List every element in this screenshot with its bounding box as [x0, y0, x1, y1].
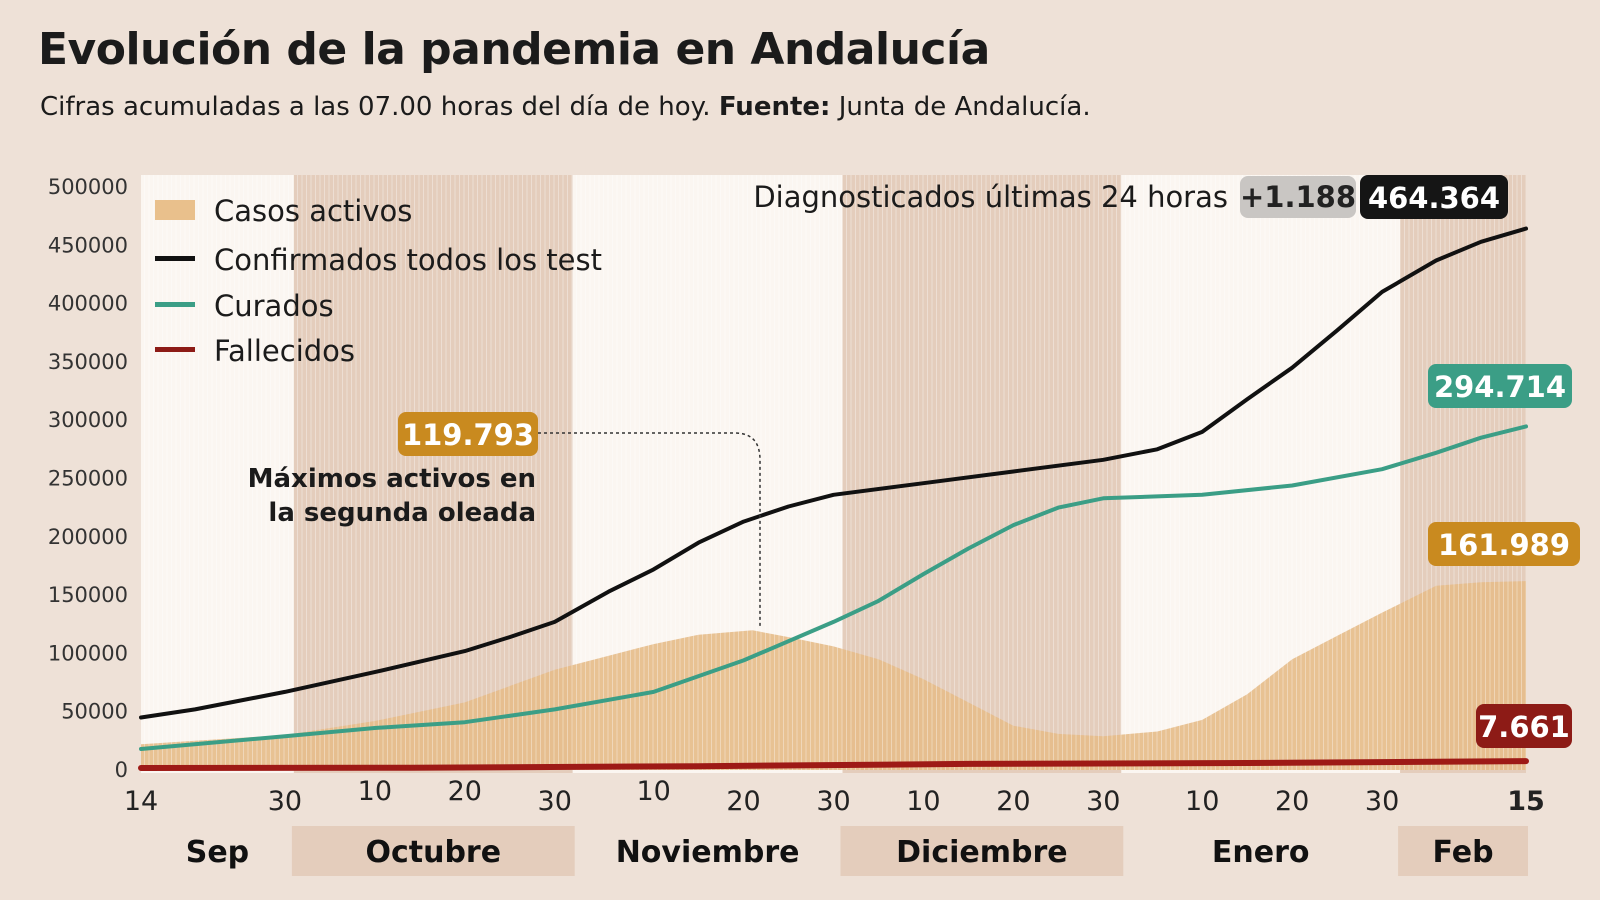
x-tick-label: 30 — [1365, 786, 1399, 817]
y-tick-label: 350000 — [48, 350, 128, 374]
chart-subtitle: Cifras acumuladas a las 07.00 horas del … — [40, 92, 1091, 122]
subtitle-text: Cifras acumuladas a las 07.00 horas del … — [40, 92, 711, 122]
active-total-box — [1428, 522, 1580, 566]
y-tick-label: 150000 — [48, 583, 128, 607]
x-tick-label: 10 — [358, 776, 392, 807]
recovered-line — [139, 424, 1528, 751]
legend-swatch-active — [155, 200, 195, 220]
confirmed-line — [139, 226, 1528, 720]
month-label: Diciembre — [896, 835, 1067, 870]
x-tick-label: 20 — [996, 786, 1030, 817]
y-tick-label: 0 — [115, 758, 128, 782]
month-label: Noviembre — [616, 835, 800, 870]
recovered-total: 294.714 — [1434, 370, 1566, 404]
diagnosed-delta-box — [1240, 176, 1356, 218]
peak-leader-line — [538, 432, 761, 628]
month-label: Enero — [1212, 835, 1310, 870]
series-lines — [138, 226, 1529, 771]
legend-swatch-recovered — [155, 302, 195, 307]
x-tick-label: 15 — [1507, 786, 1545, 817]
source-label: Fuente: — [718, 92, 831, 122]
legend-label-deaths: Fallecidos — [214, 334, 355, 368]
source-text: Junta de Andalucía. — [838, 92, 1091, 122]
active-total: 161.989 — [1438, 528, 1570, 562]
recovered-total-box — [1428, 364, 1572, 408]
peak-text-line-2: la segunda oleada — [268, 498, 536, 528]
x-tick-label: 10 — [1185, 786, 1219, 817]
peak-value-box — [398, 412, 538, 456]
y-tick-label: 450000 — [48, 233, 128, 257]
y-tick-label: 200000 — [48, 525, 128, 549]
peak-value: 119.793 — [402, 418, 534, 452]
y-tick-label: 50000 — [61, 700, 128, 724]
month-label-band — [1398, 826, 1528, 876]
month-label: Sep — [186, 835, 249, 870]
y-tick-label: 400000 — [48, 292, 128, 316]
month-label: Octubre — [365, 835, 501, 870]
y-tick-label: 500000 — [48, 175, 128, 199]
y-tick-label: 300000 — [48, 408, 128, 432]
x-tick-label: 30 — [816, 786, 850, 817]
legend-label-recovered: Curados — [214, 289, 334, 323]
chart-title: Evolución de la pandemia en Andalucía — [38, 24, 990, 75]
deaths-total-box — [1476, 704, 1572, 748]
x-tick-label: 10 — [636, 776, 670, 807]
month-label-band — [291, 826, 575, 876]
legend: Casos activos Confirmados todos los test… — [155, 194, 602, 368]
y-axis: 0 50000 100000 150000 200000 250000 300000 3500… — [48, 175, 128, 782]
legend-label-confirmed: Confirmados todos los test — [214, 243, 602, 277]
x-tick-label: 30 — [268, 786, 302, 817]
x-tick-label: 30 — [538, 786, 572, 817]
diagnosed-label: Diagnosticados últimas 24 horas — [753, 180, 1228, 214]
y-tick-label: 100000 — [48, 641, 128, 665]
month-label: Feb — [1432, 835, 1493, 870]
x-tick-label: 20 — [448, 776, 482, 807]
x-tick-label: 20 — [1275, 786, 1309, 817]
y-tick-label: 250000 — [48, 467, 128, 491]
legend-swatch-confirmed — [155, 256, 195, 261]
x-tick-label: 20 — [726, 786, 760, 817]
month-labels: Sep Octubre Noviembre Diciembre Enero Feb — [186, 826, 1528, 876]
legend-label-active: Casos activos — [214, 194, 412, 228]
legend-swatch-deaths — [155, 347, 195, 352]
deaths-line — [138, 758, 1529, 771]
month-label-band — [840, 826, 1124, 876]
peak-text-line-1: Máximos activos en — [248, 464, 536, 494]
deaths-total: 7.661 — [1478, 710, 1570, 744]
confirmed-total: 464.364 — [1368, 181, 1500, 215]
x-tick-label: 10 — [906, 786, 940, 817]
x-axis: 14 30 10 20 30 10 20 30 10 20 30 10 20 30 15 — [124, 776, 1545, 817]
diagnosed-delta: +1.188 — [1240, 180, 1356, 214]
x-tick-label: 30 — [1086, 786, 1120, 817]
x-tick-label: 14 — [124, 786, 158, 817]
confirmed-total-box — [1360, 175, 1508, 219]
